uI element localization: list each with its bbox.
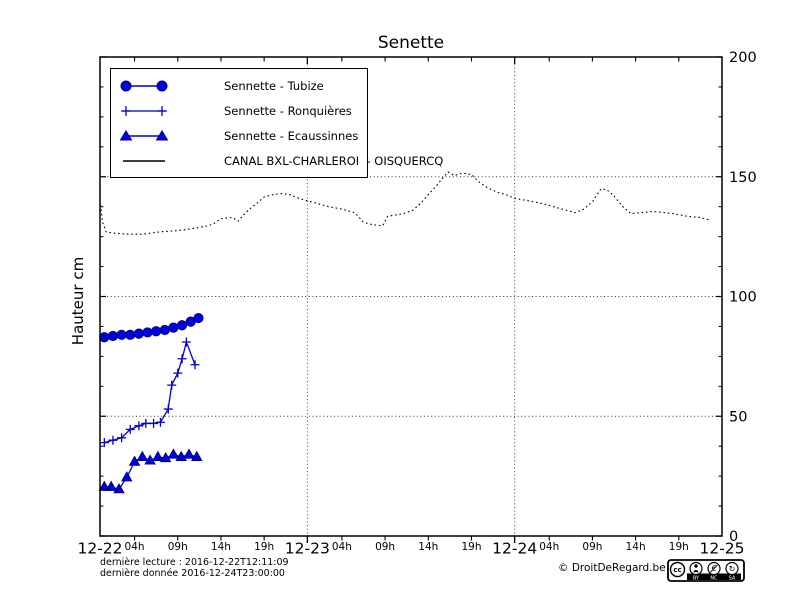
marker-plus (99, 438, 109, 448)
legend-item-ronquieres: Sennette - Ronquières (111, 98, 367, 123)
x-hour-label: 09h (375, 541, 395, 553)
legend-label: CANAL BXL-CHARLEROI - OISQUERCQ (224, 153, 444, 168)
marker-plus (125, 424, 135, 434)
legend-label: Sennette - Ecaussinnes (224, 128, 359, 143)
legend-marker-triangle-icon (119, 129, 169, 140)
marker-plus (173, 368, 183, 378)
x-hour-label: 14h (418, 541, 438, 553)
y-tick-label: 150 (729, 170, 757, 186)
marker-plus (155, 417, 165, 427)
x-hour-label: 19h (461, 541, 481, 553)
x-day-label: 12-23 (285, 540, 330, 558)
marker-circle (176, 320, 188, 331)
marker-triangle (167, 448, 180, 459)
series-line-canal (99, 171, 710, 235)
marker-circle (99, 332, 110, 343)
marker-triangle (144, 454, 156, 465)
marker-plus (167, 380, 177, 390)
y-tick-label: 50 (729, 409, 747, 425)
x-hour-label: 04h (125, 541, 145, 553)
last-reading-text: dernière lecture : 2016-12-22T12:11:09 (100, 557, 289, 568)
nc-euro-icon: € (707, 561, 721, 576)
marker-plus (163, 404, 173, 414)
legend-item-ecaussinnes: Sennette - Ecaussinnes (111, 123, 367, 148)
svg-text:cc: cc (673, 566, 681, 574)
x-hour-label: 14h (211, 541, 231, 553)
cc-license-badge: cc € ↻ BY NC SA (667, 559, 745, 582)
y-tick-label: 200 (729, 50, 757, 66)
marker-circle (168, 322, 179, 333)
marker-plus (177, 354, 187, 364)
marker-triangle (136, 450, 149, 461)
marker-triangle (98, 480, 111, 491)
marker-plus (108, 435, 118, 445)
legend-item-tubize: Sennette - Tubize (111, 73, 367, 98)
x-hour-label: 19h (669, 541, 689, 553)
marker-circle (125, 329, 136, 340)
legend-box: Sennette - Tubize Sennette - Ronquières … (110, 68, 443, 178)
x-hour-label: 09h (582, 541, 602, 553)
x-hour-label: 14h (626, 541, 646, 553)
x-day-label: 12-24 (492, 540, 537, 558)
marker-circle (133, 328, 144, 339)
license-label-nc: NC (710, 575, 718, 581)
marker-circle (107, 330, 119, 342)
legend-label: Sennette - Ronquières (224, 103, 352, 118)
y-tick-label: 100 (729, 290, 757, 306)
marker-triangle (113, 483, 125, 494)
svg-text:↻: ↻ (729, 564, 736, 573)
marker-triangle (121, 471, 133, 482)
marker-circle (159, 324, 170, 336)
marker-triangle (105, 480, 117, 491)
legend-marker-line-icon (123, 159, 165, 162)
marker-plus (141, 418, 151, 428)
x-hour-label: 19h (254, 541, 274, 553)
legend-label: Sennette - Tubize (224, 78, 324, 93)
x-hour-label: 04h (332, 541, 352, 553)
series-line-plus (104, 339, 196, 444)
marker-plus (181, 337, 191, 347)
license-label-by: BY (693, 575, 700, 581)
legend-marker-plus-icon (121, 105, 167, 116)
marker-circle (142, 327, 153, 338)
chart-title: Senette (377, 33, 445, 53)
last-data-text: dernière donnée 2016-12-24T23:00:00 (100, 567, 285, 579)
y-tick-label: 0 (729, 529, 738, 545)
marker-circle (193, 312, 204, 324)
cc-icon: cc (669, 561, 686, 578)
marker-triangle (183, 448, 195, 459)
x-day-label: 12-25 (699, 540, 744, 558)
marker-triangle (159, 451, 172, 463)
x-hour-label: 04h (539, 541, 559, 553)
by-person-icon (689, 561, 703, 576)
marker-plus (190, 360, 200, 370)
y-axis-label: Hauteur cm (69, 256, 87, 346)
marker-triangle (191, 450, 203, 461)
marker-triangle (152, 450, 164, 461)
copyright-text: © DroitDeRegard.be (558, 562, 666, 574)
footer-status: dernière lecture : 2016-12-22T12:11:09 d… (100, 557, 289, 579)
marker-plus (149, 418, 159, 428)
sa-arrow-icon: ↻ (725, 561, 739, 576)
marker-plus (117, 433, 127, 443)
x-hour-label: 09h (168, 541, 188, 553)
marker-plus (134, 421, 144, 431)
marker-circle (116, 329, 127, 340)
license-label-sa: SA (729, 575, 736, 581)
marker-circle (151, 326, 162, 337)
x-day-label: 12-22 (77, 540, 122, 558)
legend-item-canal: CANAL BXL-CHARLEROI - OISQUERCQ (111, 148, 443, 173)
legend-marker-circle-icon (120, 80, 168, 91)
